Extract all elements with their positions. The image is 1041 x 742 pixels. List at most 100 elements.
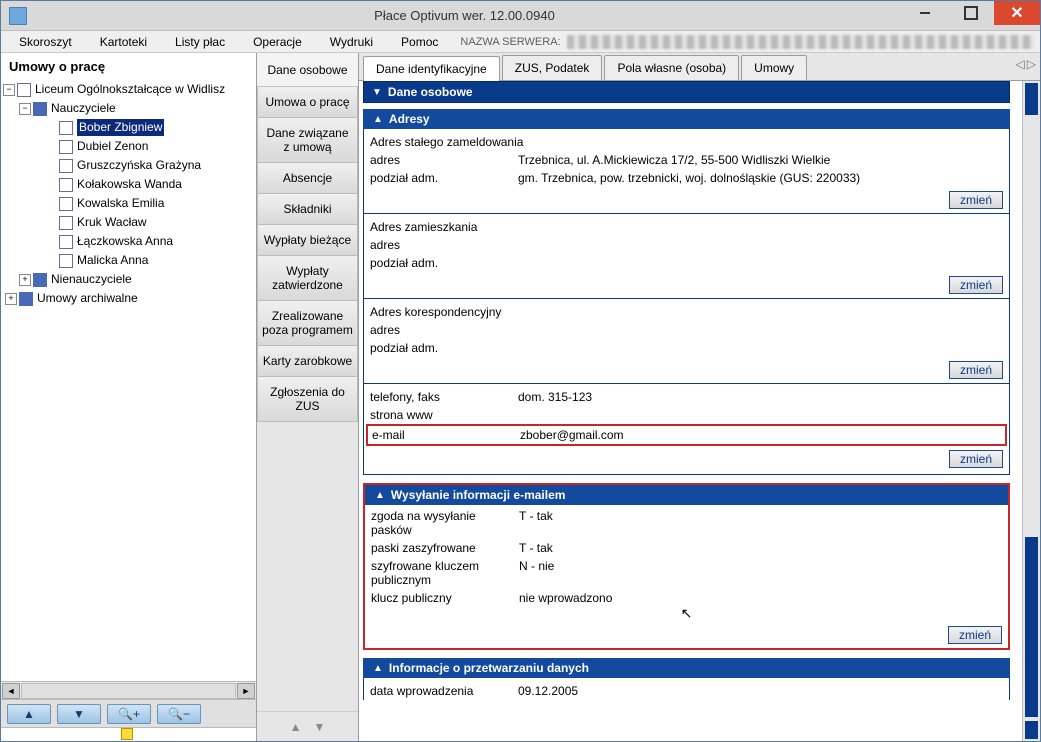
tab-dane-ident[interactable]: Dane identyfikacyjne	[363, 56, 500, 81]
tb-down-button[interactable]: ▼	[57, 704, 101, 724]
change-button-2[interactable]: zmień	[949, 276, 1003, 294]
server-label: NAZWA SERWERA:	[460, 36, 560, 48]
tree-person-2[interactable]: Gruszczyńska Grażyna	[3, 156, 256, 175]
left-toolbar: ▲ ▼ 🔍+ 🔍−	[1, 699, 256, 727]
server-value-blurred	[567, 35, 1034, 49]
menu-wydruki[interactable]: Wydruki	[316, 32, 387, 52]
em-row0-k: zgoda na wysyłanie pasków	[371, 509, 519, 537]
addr-res-podz-v	[518, 256, 1003, 270]
tree-group-nienauczyciele[interactable]: +Nienauczyciele	[3, 270, 256, 289]
mid-down-icon[interactable]: ▼	[314, 720, 326, 734]
tree-group1-label: Nauczyciele	[51, 100, 116, 117]
tree-person-6[interactable]: Łączkowska Anna	[3, 232, 256, 251]
content-vscroll[interactable]	[1022, 81, 1040, 741]
contact-email-v: zbober@gmail.com	[520, 428, 1001, 442]
vscroll-thumb[interactable]	[1025, 537, 1038, 717]
tab-scroll[interactable]: ◁▷	[1016, 57, 1036, 71]
menu-skoroszyt[interactable]: Skoroszyt	[5, 32, 86, 52]
mid-up-icon[interactable]: ▲	[290, 720, 302, 734]
chevron-up-icon: ▲	[373, 663, 383, 674]
em-row2-v: N - nie	[519, 559, 1002, 587]
panel-adresy-head[interactable]: ▲Adresy	[363, 109, 1010, 129]
mid-nav-absencje[interactable]: Absencje	[257, 163, 358, 194]
menu-listy-plac[interactable]: Listy płac	[161, 32, 239, 52]
contact-www-k: strona www	[370, 408, 518, 422]
tree-hscroll[interactable]: ◄ ►	[1, 681, 256, 699]
change-button-5[interactable]: zmień	[948, 626, 1002, 644]
addr-cor-adres-k: adres	[370, 323, 518, 337]
addr-perm-adres-v: Trzebnica, ul. A.Mickiewicza 17/2, 55-50…	[518, 153, 1003, 167]
mid-nav-karty[interactable]: Karty zarobkowe	[257, 346, 358, 377]
panel-processing: ▲Informacje o przetwarzaniu danych data …	[363, 658, 1010, 700]
tree-person-2-label: Gruszczyńska Grażyna	[77, 157, 201, 174]
tree-person-0[interactable]: Bober Zbigniew	[3, 118, 256, 137]
change-button-3[interactable]: zmień	[949, 361, 1003, 379]
chevron-up-icon: ▲	[375, 490, 385, 501]
tb-zoom-out-button[interactable]: 🔍−	[157, 704, 201, 724]
em-row1-k: paski zaszyfrowane	[371, 541, 519, 555]
em-row0-v: T - tak	[519, 509, 1002, 537]
mid-nav-wyplaty-biezace[interactable]: Wypłaty bieżące	[257, 225, 358, 256]
tree-person-3[interactable]: Kołakowska Wanda	[3, 175, 256, 194]
app-icon	[9, 7, 27, 25]
panel-adresy-title: Adresy	[389, 112, 430, 126]
hscroll-track[interactable]	[21, 683, 236, 699]
panel-emailing-title: Wysyłanie informacji e-mailem	[391, 488, 566, 502]
panel-processing-head[interactable]: ▲Informacje o przetwarzaniu danych	[363, 658, 1010, 678]
panel-emailing-head[interactable]: ▲ Wysyłanie informacji e-mailem	[365, 485, 1008, 505]
tree-person-5[interactable]: Kruk Wacław	[3, 213, 256, 232]
tree-person-5-label: Kruk Wacław	[77, 214, 147, 231]
tb-up-button[interactable]: ▲	[7, 704, 51, 724]
tree: −Liceum Ogólnokształcące w Widlisz −Nauc…	[1, 78, 256, 681]
addr-cor-adres-v	[518, 323, 1003, 337]
tree-person-4-label: Kowalska Emilia	[77, 195, 164, 212]
content: Dane identyfikacyjne ZUS, Podatek Pola w…	[359, 53, 1040, 741]
tree-archive[interactable]: +Umowy archiwalne	[3, 289, 256, 308]
mid-nav-skladniki[interactable]: Składniki	[257, 194, 358, 225]
tree-person-1[interactable]: Dubiel Zenon	[3, 137, 256, 156]
panel-adresy: ▲Adresy Adres stałego zameldowania adres…	[363, 109, 1010, 475]
addr-res-adres-v	[518, 238, 1003, 252]
chevron-down-icon: ▼	[372, 87, 382, 98]
vscroll-down-icon[interactable]	[1025, 721, 1038, 739]
contact-email-k: e-mail	[372, 428, 520, 442]
menu-operacje[interactable]: Operacje	[239, 32, 316, 52]
tree-person-7-label: Malicka Anna	[77, 252, 148, 269]
mid-nav-head[interactable]: Dane osobowe	[257, 53, 358, 87]
minimize-button[interactable]	[902, 1, 948, 25]
tab-right-icon[interactable]: ▷	[1027, 57, 1036, 71]
change-button-4[interactable]: zmień	[949, 450, 1003, 468]
content-body: ▼Dane osobowe ▲Adresy Adres stałego zame…	[359, 81, 1022, 741]
tab-zus[interactable]: ZUS, Podatek	[502, 55, 603, 80]
mid-nav-zrealizowane[interactable]: Zrealizowane poza programem	[257, 301, 358, 346]
tree-person-3-label: Kołakowska Wanda	[77, 176, 182, 193]
addr-cor-podz-v	[518, 341, 1003, 355]
tabs: Dane identyfikacyjne ZUS, Podatek Pola w…	[359, 53, 1040, 81]
hscroll-left-icon[interactable]: ◄	[2, 683, 20, 699]
section-dane-osobowe[interactable]: ▼Dane osobowe	[363, 81, 1010, 103]
tree-archive-label: Umowy archiwalne	[37, 290, 138, 307]
maximize-button[interactable]	[948, 1, 994, 25]
tree-person-7[interactable]: Malicka Anna	[3, 251, 256, 270]
tree-group-nauczyciele[interactable]: −Nauczyciele	[3, 99, 256, 118]
panel-emailing: ▲ Wysyłanie informacji e-mailem zgoda na …	[363, 483, 1010, 650]
mid-nav-dane-umowa[interactable]: Dane związane z umową	[257, 118, 358, 163]
vscroll-up-thumb[interactable]	[1025, 83, 1038, 115]
tab-umowy[interactable]: Umowy	[741, 55, 807, 80]
tb-zoom-in-button[interactable]: 🔍+	[107, 704, 151, 724]
main-area: Umowy o pracę −Liceum Ogólnokształcące w…	[1, 53, 1040, 741]
tab-pola-wlasne[interactable]: Pola własne (osoba)	[604, 55, 739, 80]
close-button[interactable]: ✕	[994, 1, 1040, 25]
change-button-1[interactable]: zmień	[949, 191, 1003, 209]
tab-left-icon[interactable]: ◁	[1016, 57, 1025, 71]
mid-nav-wyplaty-zatw[interactable]: Wypłaty zatwierdzone	[257, 256, 358, 301]
app-window: Płace Optivum wer. 12.00.0940 ✕ Skoroszy…	[0, 0, 1041, 742]
mid-nav-umowa[interactable]: Umowa o pracę	[257, 87, 358, 118]
menu-kartoteki[interactable]: Kartoteki	[86, 32, 161, 52]
tree-person-4[interactable]: Kowalska Emilia	[3, 194, 256, 213]
hscroll-right-icon[interactable]: ►	[237, 683, 255, 699]
menu-pomoc[interactable]: Pomoc	[387, 32, 452, 52]
mid-nav-zus[interactable]: Zgłoszenia do ZUS	[257, 377, 358, 422]
tree-root[interactable]: −Liceum Ogólnokształcące w Widlisz	[3, 80, 256, 99]
titlebar: Płace Optivum wer. 12.00.0940 ✕	[1, 1, 1040, 31]
